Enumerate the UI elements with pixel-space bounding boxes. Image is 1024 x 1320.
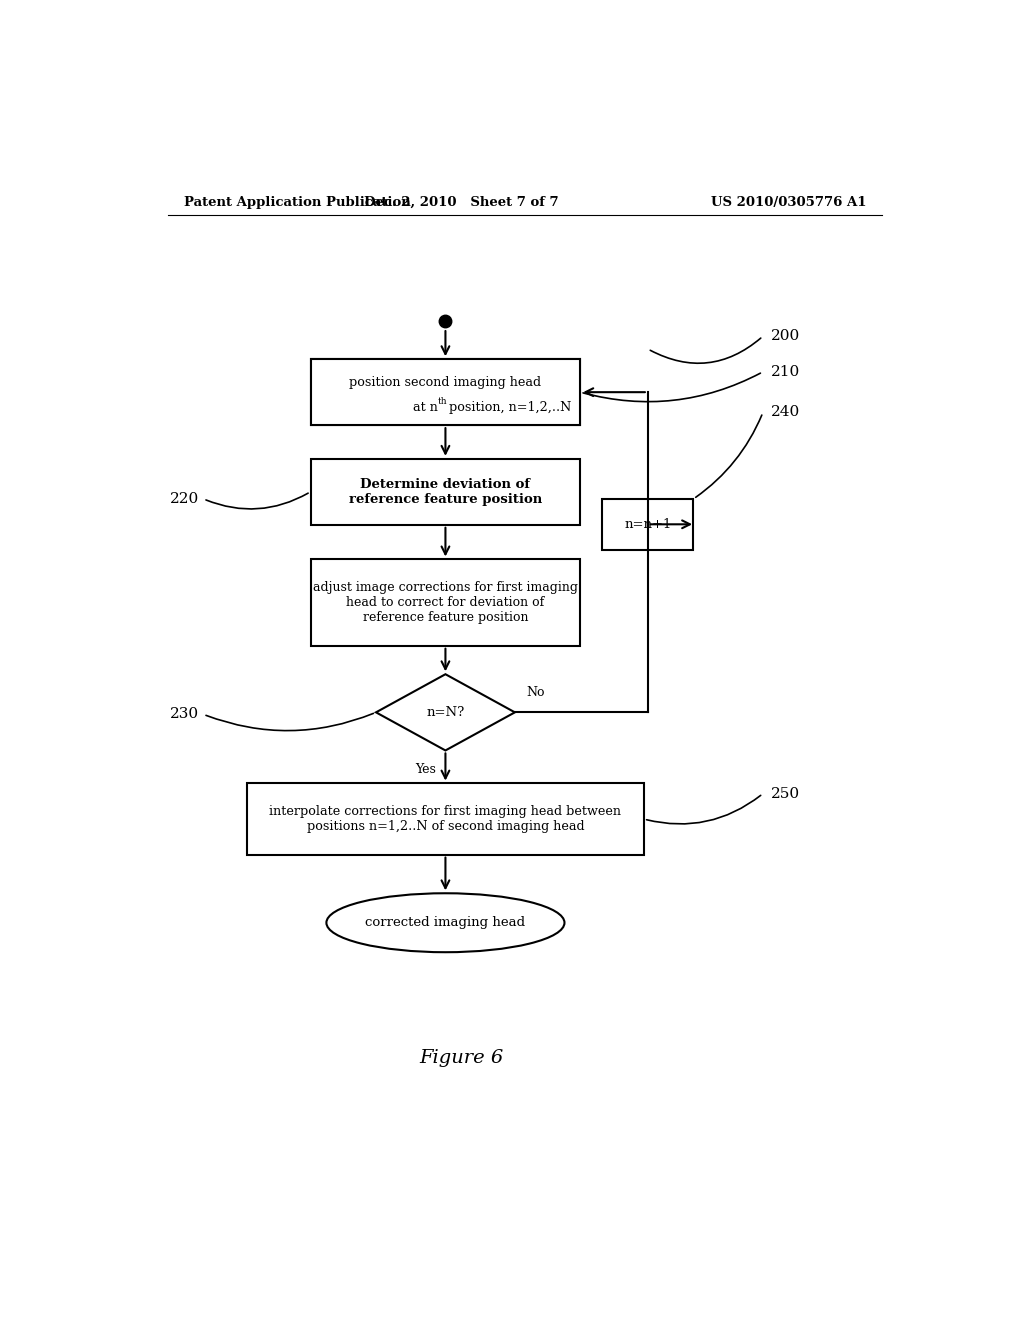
Text: Patent Application Publication: Patent Application Publication [183, 195, 411, 209]
Text: corrected imaging head: corrected imaging head [366, 916, 525, 929]
Text: 250: 250 [771, 787, 800, 801]
Text: n=n+1: n=n+1 [624, 517, 672, 531]
Ellipse shape [327, 894, 564, 952]
Polygon shape [376, 675, 515, 751]
Text: at n: at n [413, 401, 437, 414]
Text: Dec. 2, 2010   Sheet 7 of 7: Dec. 2, 2010 Sheet 7 of 7 [364, 195, 559, 209]
FancyBboxPatch shape [310, 459, 581, 525]
Text: Determine deviation of
reference feature position: Determine deviation of reference feature… [349, 478, 542, 506]
FancyBboxPatch shape [310, 359, 581, 425]
Text: 200: 200 [771, 329, 800, 343]
Text: interpolate corrections for first imaging head between
positions n=1,2..N of sec: interpolate corrections for first imagin… [269, 805, 622, 833]
FancyBboxPatch shape [310, 359, 581, 425]
FancyBboxPatch shape [247, 784, 644, 854]
FancyBboxPatch shape [310, 560, 581, 645]
Text: 220: 220 [170, 492, 200, 506]
Text: US 2010/0305776 A1: US 2010/0305776 A1 [711, 195, 866, 209]
Text: position, n=1,2,..N: position, n=1,2,..N [445, 401, 571, 414]
Text: adjust image corrections for first imaging
head to correct for deviation of
refe: adjust image corrections for first imagi… [313, 581, 578, 624]
Text: Yes: Yes [415, 763, 436, 776]
Text: 240: 240 [771, 405, 800, 420]
Text: position second imaging head: position second imaging head [349, 375, 542, 388]
Text: 210: 210 [771, 364, 800, 379]
Text: position second imaging head
at nth position, n=1,2,..N: position second imaging head at nth posi… [349, 378, 542, 407]
Text: n=N?: n=N? [426, 706, 465, 719]
Text: Figure 6: Figure 6 [419, 1049, 504, 1067]
Text: 230: 230 [170, 708, 200, 721]
FancyBboxPatch shape [602, 499, 693, 549]
Text: th: th [437, 397, 447, 405]
Text: No: No [526, 686, 546, 700]
